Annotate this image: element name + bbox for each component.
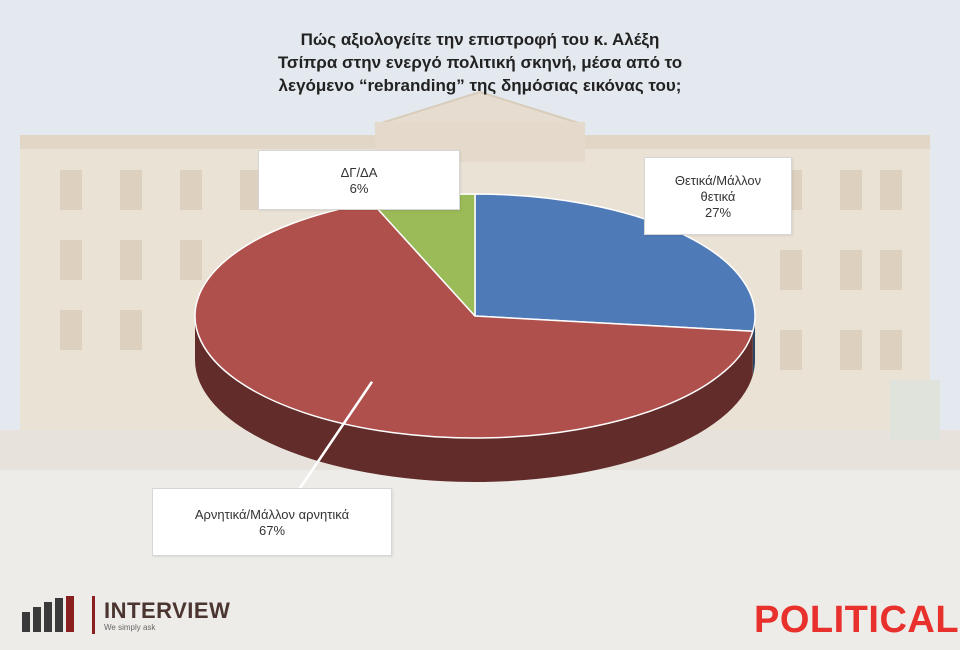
data-label-dgda: ΔΓ/ΔΑ 6% <box>258 150 460 210</box>
slice-label: Αρνητικά/Μάλλον αρνητικά <box>194 507 350 522</box>
pie-slice-side <box>194 316 753 483</box>
data-label-positive: Θετικά/Μάλλον θετικά 27% <box>644 157 792 235</box>
slice-value: 6% <box>349 181 369 196</box>
slice-value: 27% <box>704 205 732 220</box>
pie-slice-negative <box>194 201 754 439</box>
slice-label: Θετικά/Μάλλον <box>674 173 762 188</box>
title-line: Πώς αξιολογείτε την επιστροφή του κ. Αλέ… <box>300 30 660 49</box>
political-logo: POLITICAL <box>754 599 960 641</box>
interview-tagline: We simply ask <box>104 623 156 632</box>
interview-logo: INTERVIEW We simply ask <box>22 592 242 638</box>
bars-logo-icon <box>22 596 74 632</box>
title-line: λεγόμενο “rebranding” της δημόσιας εικόν… <box>278 76 682 95</box>
leader-line <box>290 381 374 501</box>
logo-divider <box>92 596 95 634</box>
pie-slice-positive <box>474 193 756 333</box>
data-label-negative: Αρνητικά/Μάλλον αρνητικά 67% <box>152 488 392 556</box>
title-line: Τσίπρα στην ενεργό πολιτική σκηνή, μέσα … <box>277 53 683 72</box>
interview-logo-text: INTERVIEW <box>104 598 231 623</box>
chart-title: Πώς αξιολογείτε την επιστροφή του κ. Αλέ… <box>180 28 780 97</box>
slice-label: ΔΓ/ΔΑ <box>340 165 378 180</box>
slice-value: 67% <box>258 523 286 538</box>
slice-label: θετικά <box>700 189 736 204</box>
